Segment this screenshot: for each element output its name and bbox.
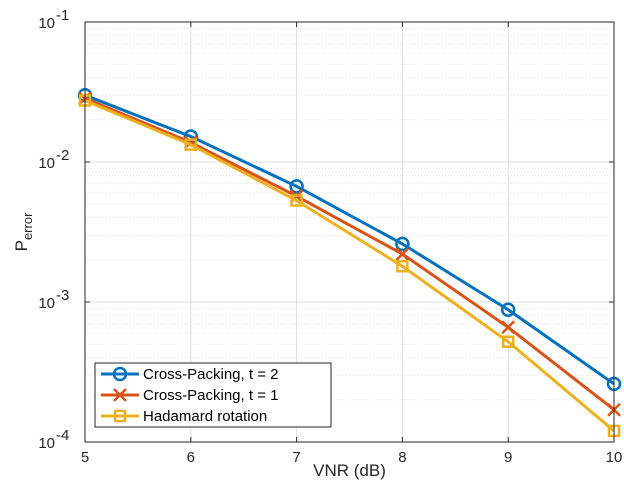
- marker-x-stroke: [113, 388, 127, 402]
- marker-x: [395, 247, 410, 261]
- x-tick-label: 8: [398, 449, 406, 466]
- legend-entry: Hadamard rotation: [101, 408, 267, 425]
- y-axis-ticks: 10-410-310-210-1: [38, 7, 614, 452]
- marker-square: [501, 335, 515, 349]
- plot-frame: [84, 21, 615, 443]
- marker-square: [290, 194, 303, 207]
- marker-x-stroke: [395, 247, 410, 261]
- y-tick-label-exponent: -4: [56, 427, 69, 444]
- marker-square: [113, 409, 127, 423]
- y-tick-label-exponent: -3: [56, 287, 69, 304]
- y-axis-label: Perror: [12, 212, 35, 251]
- y-axis-label-main: P: [12, 240, 31, 251]
- y-tick-label: 10: [38, 155, 55, 172]
- y-tick-label: 10: [38, 435, 55, 452]
- y-axis-label-subscript: error: [20, 212, 35, 240]
- legend-entry: Cross-Packing, t = 1: [101, 387, 278, 404]
- y-tick-label: 10: [38, 295, 55, 312]
- x-tick-label: 5: [81, 449, 89, 466]
- series-line: [84, 99, 615, 433]
- y-tick-label: 10: [38, 15, 55, 32]
- marker-square: [184, 138, 198, 151]
- x-axis-label: VNR (dB): [313, 461, 386, 480]
- marker-circle: [500, 302, 516, 318]
- marker-x: [501, 320, 516, 335]
- marker-circle: [395, 236, 410, 252]
- x-tick-label: 7: [292, 449, 300, 466]
- legend-label: Cross-Packing, t = 2: [143, 366, 278, 383]
- legend-label: Hadamard rotation: [143, 408, 267, 425]
- y-tick-label-exponent: -2: [56, 147, 69, 164]
- series-line: [84, 96, 615, 411]
- marker-circle: [112, 366, 128, 382]
- x-axis-ticks: 5 6 7 8 9 10: [81, 22, 623, 466]
- marker-square: [396, 260, 409, 273]
- series-line: [84, 93, 615, 386]
- legend: Cross-Packing, t = 2 Cross-Packing, t = 1…: [94, 362, 332, 428]
- x-tick-label: 6: [187, 449, 195, 466]
- marker-circle: [289, 179, 304, 194]
- y-tick-label-exponent: -1: [56, 7, 69, 24]
- legend-entry: Cross-Packing, t = 2: [101, 366, 278, 383]
- x-tick-label: 10: [606, 449, 623, 466]
- x-tick-label: 9: [504, 449, 512, 466]
- marker-x-stroke: [501, 320, 516, 335]
- legend-label: Cross-Packing, t = 1: [143, 387, 278, 404]
- marker-x: [113, 388, 127, 402]
